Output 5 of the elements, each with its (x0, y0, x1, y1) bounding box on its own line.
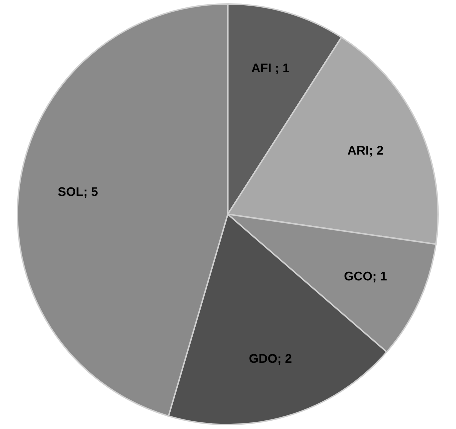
slice-label: GCO; 1 (344, 272, 387, 283)
slice-label: ARI; 2 (348, 146, 384, 157)
slice-label: AFI ; 1 (252, 64, 290, 74)
slice-label: GDO; 2 (250, 354, 292, 365)
slice-label: SOL; 5 (58, 187, 98, 198)
